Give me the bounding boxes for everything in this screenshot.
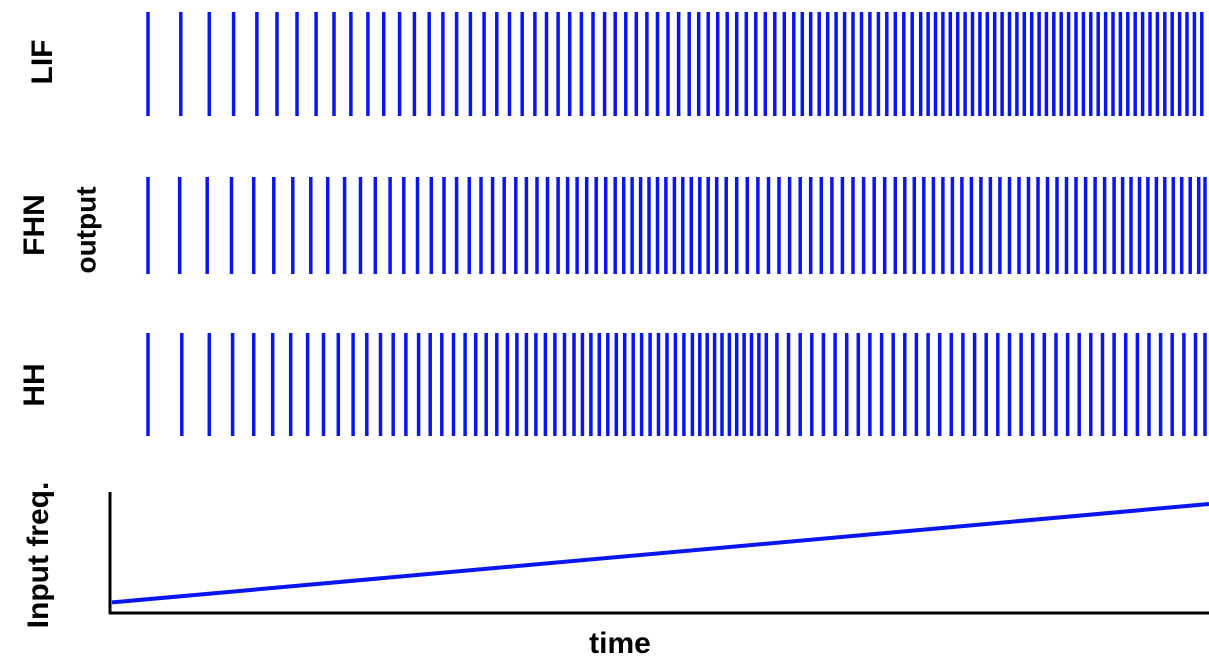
input-frequency-line xyxy=(111,502,1209,605)
hh-raster xyxy=(146,333,1207,436)
lif-raster xyxy=(146,12,1204,116)
lif-label: LIF xyxy=(26,40,59,85)
hh-label: HH xyxy=(18,363,51,406)
fhn-raster xyxy=(146,177,1207,274)
x-axis-label: time xyxy=(589,627,651,659)
input-label: Input freq. xyxy=(22,482,55,629)
output-label: output xyxy=(70,186,101,273)
fhn-label: FHN xyxy=(18,194,51,256)
